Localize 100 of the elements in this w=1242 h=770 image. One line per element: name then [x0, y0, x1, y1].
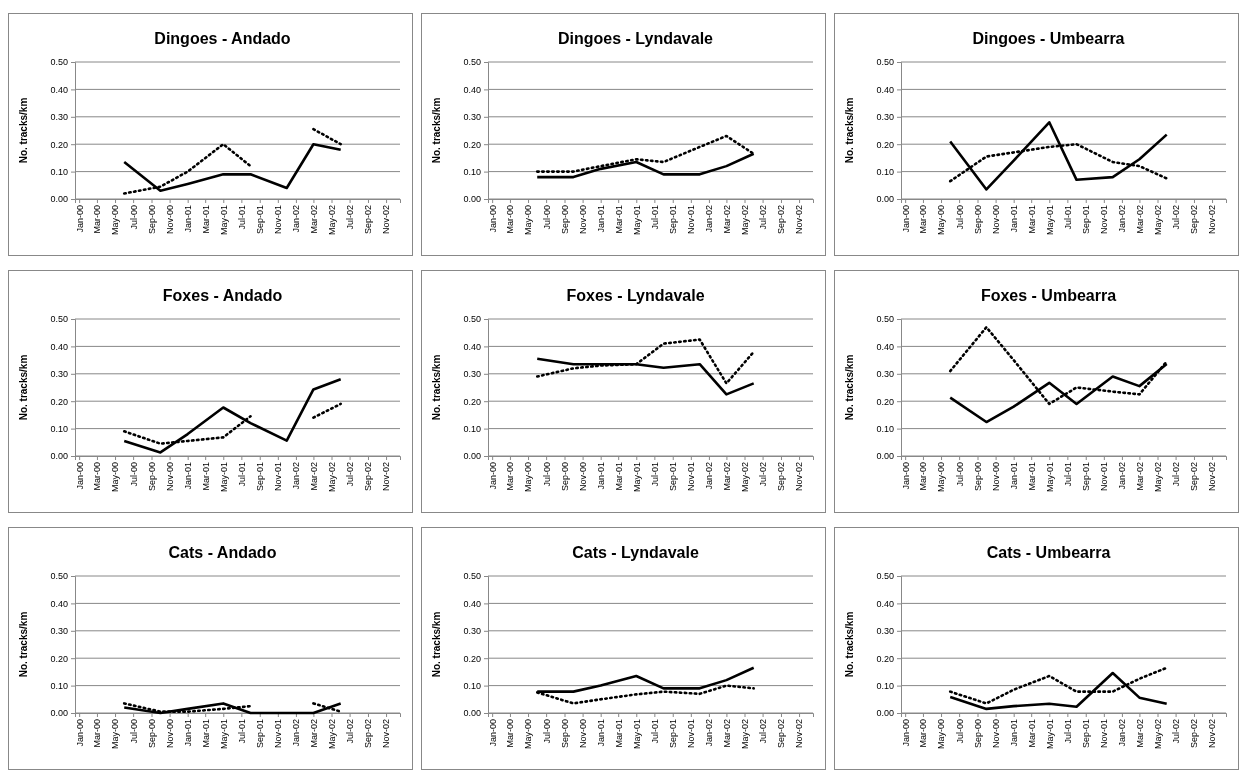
- y-tick-label: 0.10: [463, 166, 481, 177]
- x-tick-label: Sep-01: [1081, 205, 1092, 235]
- x-tick-label: May-01: [218, 719, 229, 750]
- x-tick-label: May-01: [631, 719, 642, 750]
- x-tick-label: Jan-01: [183, 205, 194, 233]
- x-tick-label: May-02: [1152, 462, 1163, 493]
- y-axis-title: No. tracks/km: [431, 611, 442, 678]
- y-tick-label: 0.00: [463, 194, 481, 205]
- x-tick-label: Jan-00: [74, 462, 85, 490]
- x-tick-label: Sep-00: [559, 719, 570, 749]
- x-tick-label: Mar-00: [918, 205, 929, 234]
- x-tick-label: Sep-01: [255, 462, 266, 492]
- x-tick-label: Jul-02: [757, 462, 768, 487]
- y-tick-label: 0.10: [463, 423, 481, 434]
- x-tick-label: Jul-01: [236, 719, 247, 744]
- x-tick-label: Jul-00: [541, 205, 552, 230]
- x-tick-label: Mar-02: [1134, 719, 1145, 748]
- x-tick-label: Nov-00: [577, 462, 588, 492]
- y-tick-label: 0.10: [50, 680, 68, 691]
- y-tick-label: 0.30: [463, 626, 481, 637]
- x-tick-label: Nov-00: [990, 205, 1001, 235]
- x-tick-label: Nov-02: [1207, 719, 1218, 749]
- y-tick-label: 0.30: [876, 369, 894, 380]
- x-tick-label: Jan-02: [291, 462, 302, 490]
- x-tick-label: Jul-00: [128, 462, 139, 487]
- x-tick-label: May-02: [739, 719, 750, 750]
- y-axis-title: No. tracks/km: [431, 354, 442, 421]
- y-tick-label: 0.20: [50, 396, 68, 407]
- x-tick-label: Nov-01: [1099, 719, 1110, 749]
- x-tick-label: Jan-02: [704, 205, 715, 233]
- x-tick-label: May-00: [936, 462, 947, 493]
- x-tick-label: Mar-00: [918, 462, 929, 491]
- x-tick-label: Mar-00: [505, 205, 516, 234]
- x-tick-label: Nov-00: [990, 719, 1001, 749]
- x-tick-label: May-00: [936, 719, 947, 750]
- x-tick-label: Jan-00: [900, 719, 911, 747]
- x-tick-label: Nov-01: [686, 719, 697, 749]
- x-tick-label: Mar-02: [1134, 205, 1145, 234]
- chart-title: Dingoes - Umbearra: [972, 30, 1125, 47]
- x-tick-label: Jan-02: [291, 205, 302, 233]
- x-tick-label: Sep-00: [972, 462, 983, 492]
- x-tick-label: Mar-02: [308, 205, 319, 234]
- x-tick-label: Jul-00: [954, 462, 965, 487]
- x-tick-label: Nov-01: [273, 462, 284, 492]
- x-tick-label: Jul-00: [128, 205, 139, 230]
- y-tick-label: 0.50: [463, 57, 481, 68]
- x-tick-label: Nov-02: [794, 719, 805, 749]
- x-tick-label: Jan-01: [596, 462, 607, 490]
- x-tick-label: Mar-02: [308, 719, 319, 748]
- x-tick-label: Sep-02: [1189, 719, 1200, 749]
- x-tick-label: Mar-01: [1026, 719, 1037, 748]
- x-tick-label: Nov-02: [381, 719, 392, 749]
- y-axis-title: No. tracks/km: [18, 354, 29, 421]
- x-tick-label: Jan-01: [183, 719, 194, 747]
- y-tick-label: 0.50: [463, 314, 481, 325]
- y-axis-title: No. tracks/km: [18, 611, 29, 678]
- x-tick-label: Sep-02: [1189, 205, 1200, 235]
- x-tick-label: Sep-01: [668, 462, 679, 492]
- y-tick-label: 0.00: [50, 451, 68, 462]
- x-tick-label: Jul-01: [236, 462, 247, 487]
- y-tick-label: 0.20: [876, 396, 894, 407]
- y-tick-label: 0.00: [50, 194, 68, 205]
- x-tick-label: Nov-02: [381, 462, 392, 492]
- y-tick-label: 0.00: [876, 194, 894, 205]
- x-tick-label: Sep-02: [776, 462, 787, 492]
- chart-title: Foxes - Andado: [162, 287, 283, 304]
- x-tick-label: Nov-02: [1207, 205, 1218, 235]
- y-axis-title: No. tracks/km: [844, 354, 855, 421]
- x-tick-label: Nov-00: [577, 719, 588, 749]
- x-tick-label: Jan-02: [1117, 462, 1128, 490]
- x-tick-label: Jan-02: [291, 719, 302, 747]
- x-tick-label: Sep-00: [972, 719, 983, 749]
- x-tick-label: Jul-01: [1062, 205, 1073, 230]
- x-tick-label: May-00: [110, 462, 121, 493]
- chart-title: Dingoes - Lyndavale: [558, 30, 714, 47]
- y-tick-label: 0.20: [463, 653, 481, 664]
- x-tick-label: May-01: [218, 205, 229, 236]
- line-series: [122, 377, 342, 454]
- x-tick-label: Jan-02: [1117, 205, 1128, 233]
- line-series: [948, 120, 1168, 191]
- chart-title: Cats - Lyndavale: [572, 544, 699, 561]
- x-tick-label: Jan-00: [487, 462, 498, 490]
- x-tick-label: Sep-02: [776, 205, 787, 235]
- y-tick-label: 0.20: [463, 139, 481, 150]
- x-tick-label: Jul-02: [344, 462, 355, 487]
- y-tick-label: 0.30: [463, 112, 481, 123]
- x-tick-label: Mar-00: [505, 462, 516, 491]
- x-tick-label: Jul-02: [757, 205, 768, 230]
- y-axis-title: No. tracks/km: [431, 97, 442, 164]
- x-tick-label: Jan-02: [1117, 719, 1128, 747]
- x-tick-label: Jan-01: [596, 205, 607, 233]
- x-tick-label: Nov-00: [990, 462, 1001, 492]
- y-tick-label: 0.50: [50, 57, 68, 68]
- x-tick-label: Jul-00: [954, 205, 965, 230]
- x-tick-label: Jul-01: [649, 462, 660, 487]
- x-tick-label: Jul-02: [1170, 462, 1181, 487]
- y-tick-label: 0.40: [50, 598, 68, 609]
- x-tick-label: May-00: [110, 205, 121, 236]
- x-tick-label: Jan-01: [1009, 205, 1020, 233]
- x-tick-label: Mar-01: [200, 719, 211, 748]
